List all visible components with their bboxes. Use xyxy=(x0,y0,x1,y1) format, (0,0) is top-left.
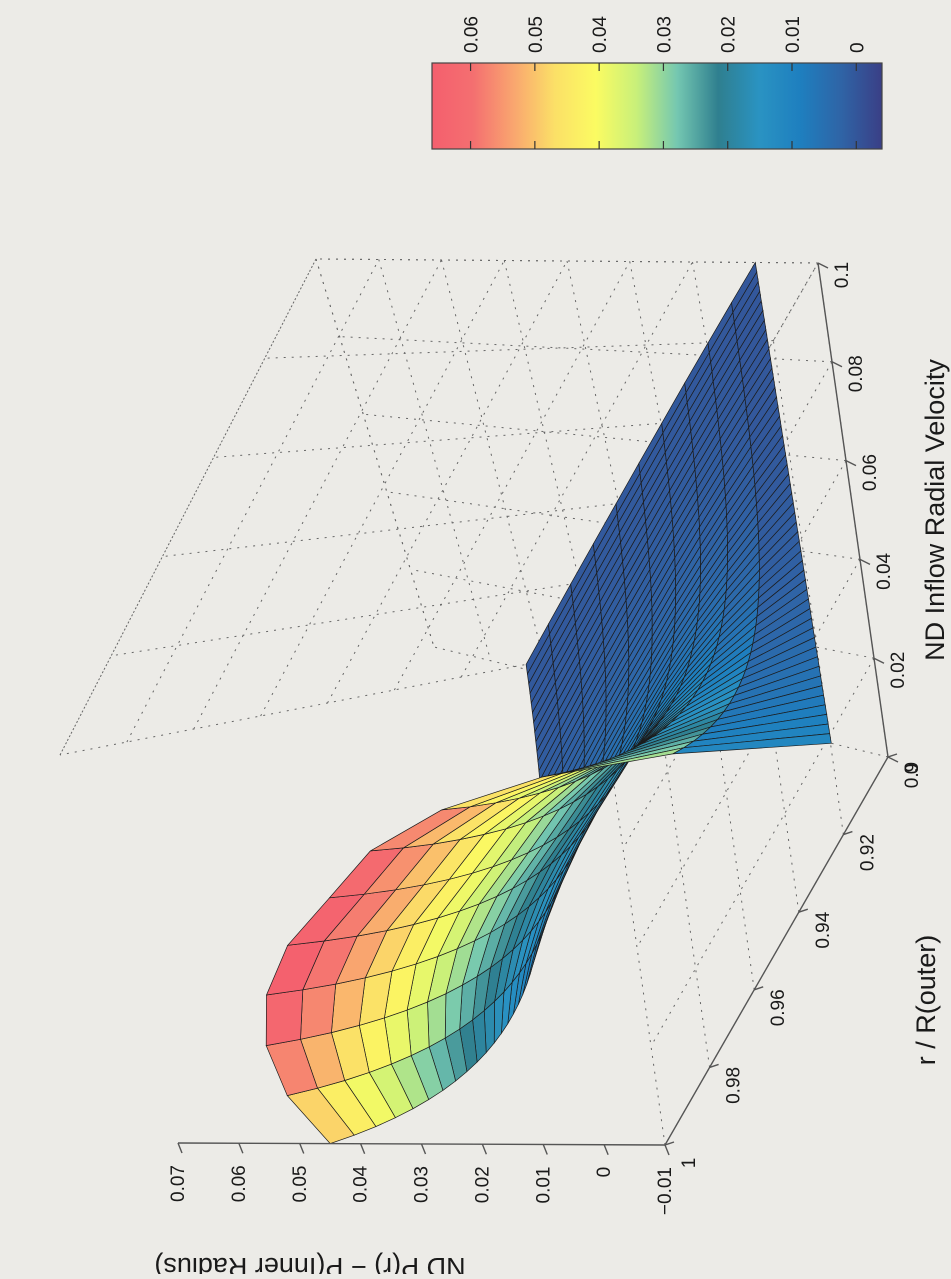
x-tick-mark xyxy=(843,830,853,836)
axes: 0.9 0.92 0.94 0.96 0.98 1 0 0.02 0.04 0.06 0.08 0.1… xyxy=(168,262,923,1215)
z-tick-label: 0.03 xyxy=(412,1166,433,1203)
x-tick-mark xyxy=(753,986,764,991)
grid-line xyxy=(772,340,844,835)
grid-line xyxy=(393,261,631,691)
y-tick-mark xyxy=(817,262,829,269)
grid-line xyxy=(260,260,505,717)
colorbar-tick-label: 0.06 xyxy=(462,16,483,53)
z-tick-mark xyxy=(481,1143,488,1155)
colorbar-tick-label: 0.04 xyxy=(590,16,611,53)
x-tick-mark xyxy=(798,908,809,913)
colorbar-tick-label: 0.02 xyxy=(719,16,740,53)
y-tick-mark xyxy=(831,361,843,368)
grid-line xyxy=(594,650,666,1146)
z-tick-label: 0.06 xyxy=(229,1165,250,1202)
colorbar-tick-label: 0 xyxy=(847,42,868,53)
colorbar: 0 0.01 0.02 0.03 0.04 0.05 0.06 xyxy=(431,16,883,150)
x-tick-label: 1 xyxy=(679,1158,700,1169)
y-tick-label: 0.06 xyxy=(860,454,881,491)
z-tick-label: 0 xyxy=(594,1167,615,1178)
x-tick-mark xyxy=(664,1141,675,1146)
z-tick-mark xyxy=(359,1143,366,1155)
grid-line xyxy=(441,259,548,675)
x-axis-line xyxy=(664,756,889,1146)
z-tick-label: 0.04 xyxy=(351,1165,372,1202)
colorbar-label: ND Inflow Radial Velocity xyxy=(920,359,950,661)
x-tick-label: 0.98 xyxy=(724,1067,745,1104)
x-tick-label: 0.96 xyxy=(768,989,789,1026)
grid-line xyxy=(264,340,774,359)
grid-line xyxy=(639,573,711,1068)
surface-cell xyxy=(427,993,447,1048)
z-tick-label: −0.01 xyxy=(655,1167,676,1215)
z-tick-mark xyxy=(238,1142,244,1154)
z-tick-mark xyxy=(177,1142,183,1154)
x-axis-label: r / R(outer) xyxy=(911,935,941,1066)
grid-line xyxy=(59,650,596,756)
grid-line xyxy=(503,260,605,689)
z-tick-mark xyxy=(603,1144,609,1156)
x-tick-label: 0.9 xyxy=(902,762,923,788)
z-tick-label: 0.05 xyxy=(290,1166,311,1203)
y-tick-label: 0.08 xyxy=(846,355,867,392)
grid-line xyxy=(315,258,435,648)
grid-line xyxy=(566,260,662,703)
z-tick-mark xyxy=(664,1144,670,1156)
surface-cell xyxy=(265,989,304,1047)
y-tick-mark xyxy=(887,756,899,763)
colorbar-tick-label: 0.05 xyxy=(526,16,547,53)
colorbar-tick-label: 0.03 xyxy=(654,16,675,53)
y-axis-line xyxy=(817,262,889,758)
y-tick-mark xyxy=(859,558,871,566)
y-tick-label: 0 xyxy=(902,764,923,775)
colorbar-tick-label: 0.01 xyxy=(783,16,804,53)
grid-line xyxy=(111,572,640,657)
y-tick-label: 0.1 xyxy=(832,262,853,288)
colorbar-ticks: 0 0.01 0.02 0.03 0.04 0.05 0.06 xyxy=(462,16,868,149)
colorbar-gradient xyxy=(431,62,883,150)
grid-line xyxy=(59,258,317,756)
z-tick-mark xyxy=(542,1144,548,1155)
grid-line xyxy=(327,260,568,704)
y-tick-mark xyxy=(845,459,857,467)
y-tick-mark xyxy=(873,657,885,664)
x-tick-label: 0.94 xyxy=(813,911,834,948)
grid-line xyxy=(410,568,875,659)
x-tick-mark xyxy=(887,753,898,758)
grid-line xyxy=(193,259,442,730)
surface-cell xyxy=(300,983,337,1040)
grid-line xyxy=(378,259,492,661)
y-tick-label: 0.02 xyxy=(888,652,909,689)
grid-line xyxy=(59,258,317,756)
z-tick-label: 0.01 xyxy=(533,1167,554,1204)
surface xyxy=(265,261,832,1145)
z-tick-mark xyxy=(420,1143,427,1155)
surface-cell xyxy=(672,733,832,755)
z-tick-mark xyxy=(299,1143,305,1154)
z-tick-label: 0.07 xyxy=(168,1165,189,1202)
z-tick-label: 0.02 xyxy=(472,1166,493,1203)
x-tick-mark xyxy=(709,1063,719,1069)
y-tick-label: 0.04 xyxy=(874,552,895,589)
z-axis-label: ND P(r) − P(Inner Radius) xyxy=(154,1252,465,1274)
x-tick-label: 0.92 xyxy=(857,834,878,871)
grid-line xyxy=(126,259,380,743)
